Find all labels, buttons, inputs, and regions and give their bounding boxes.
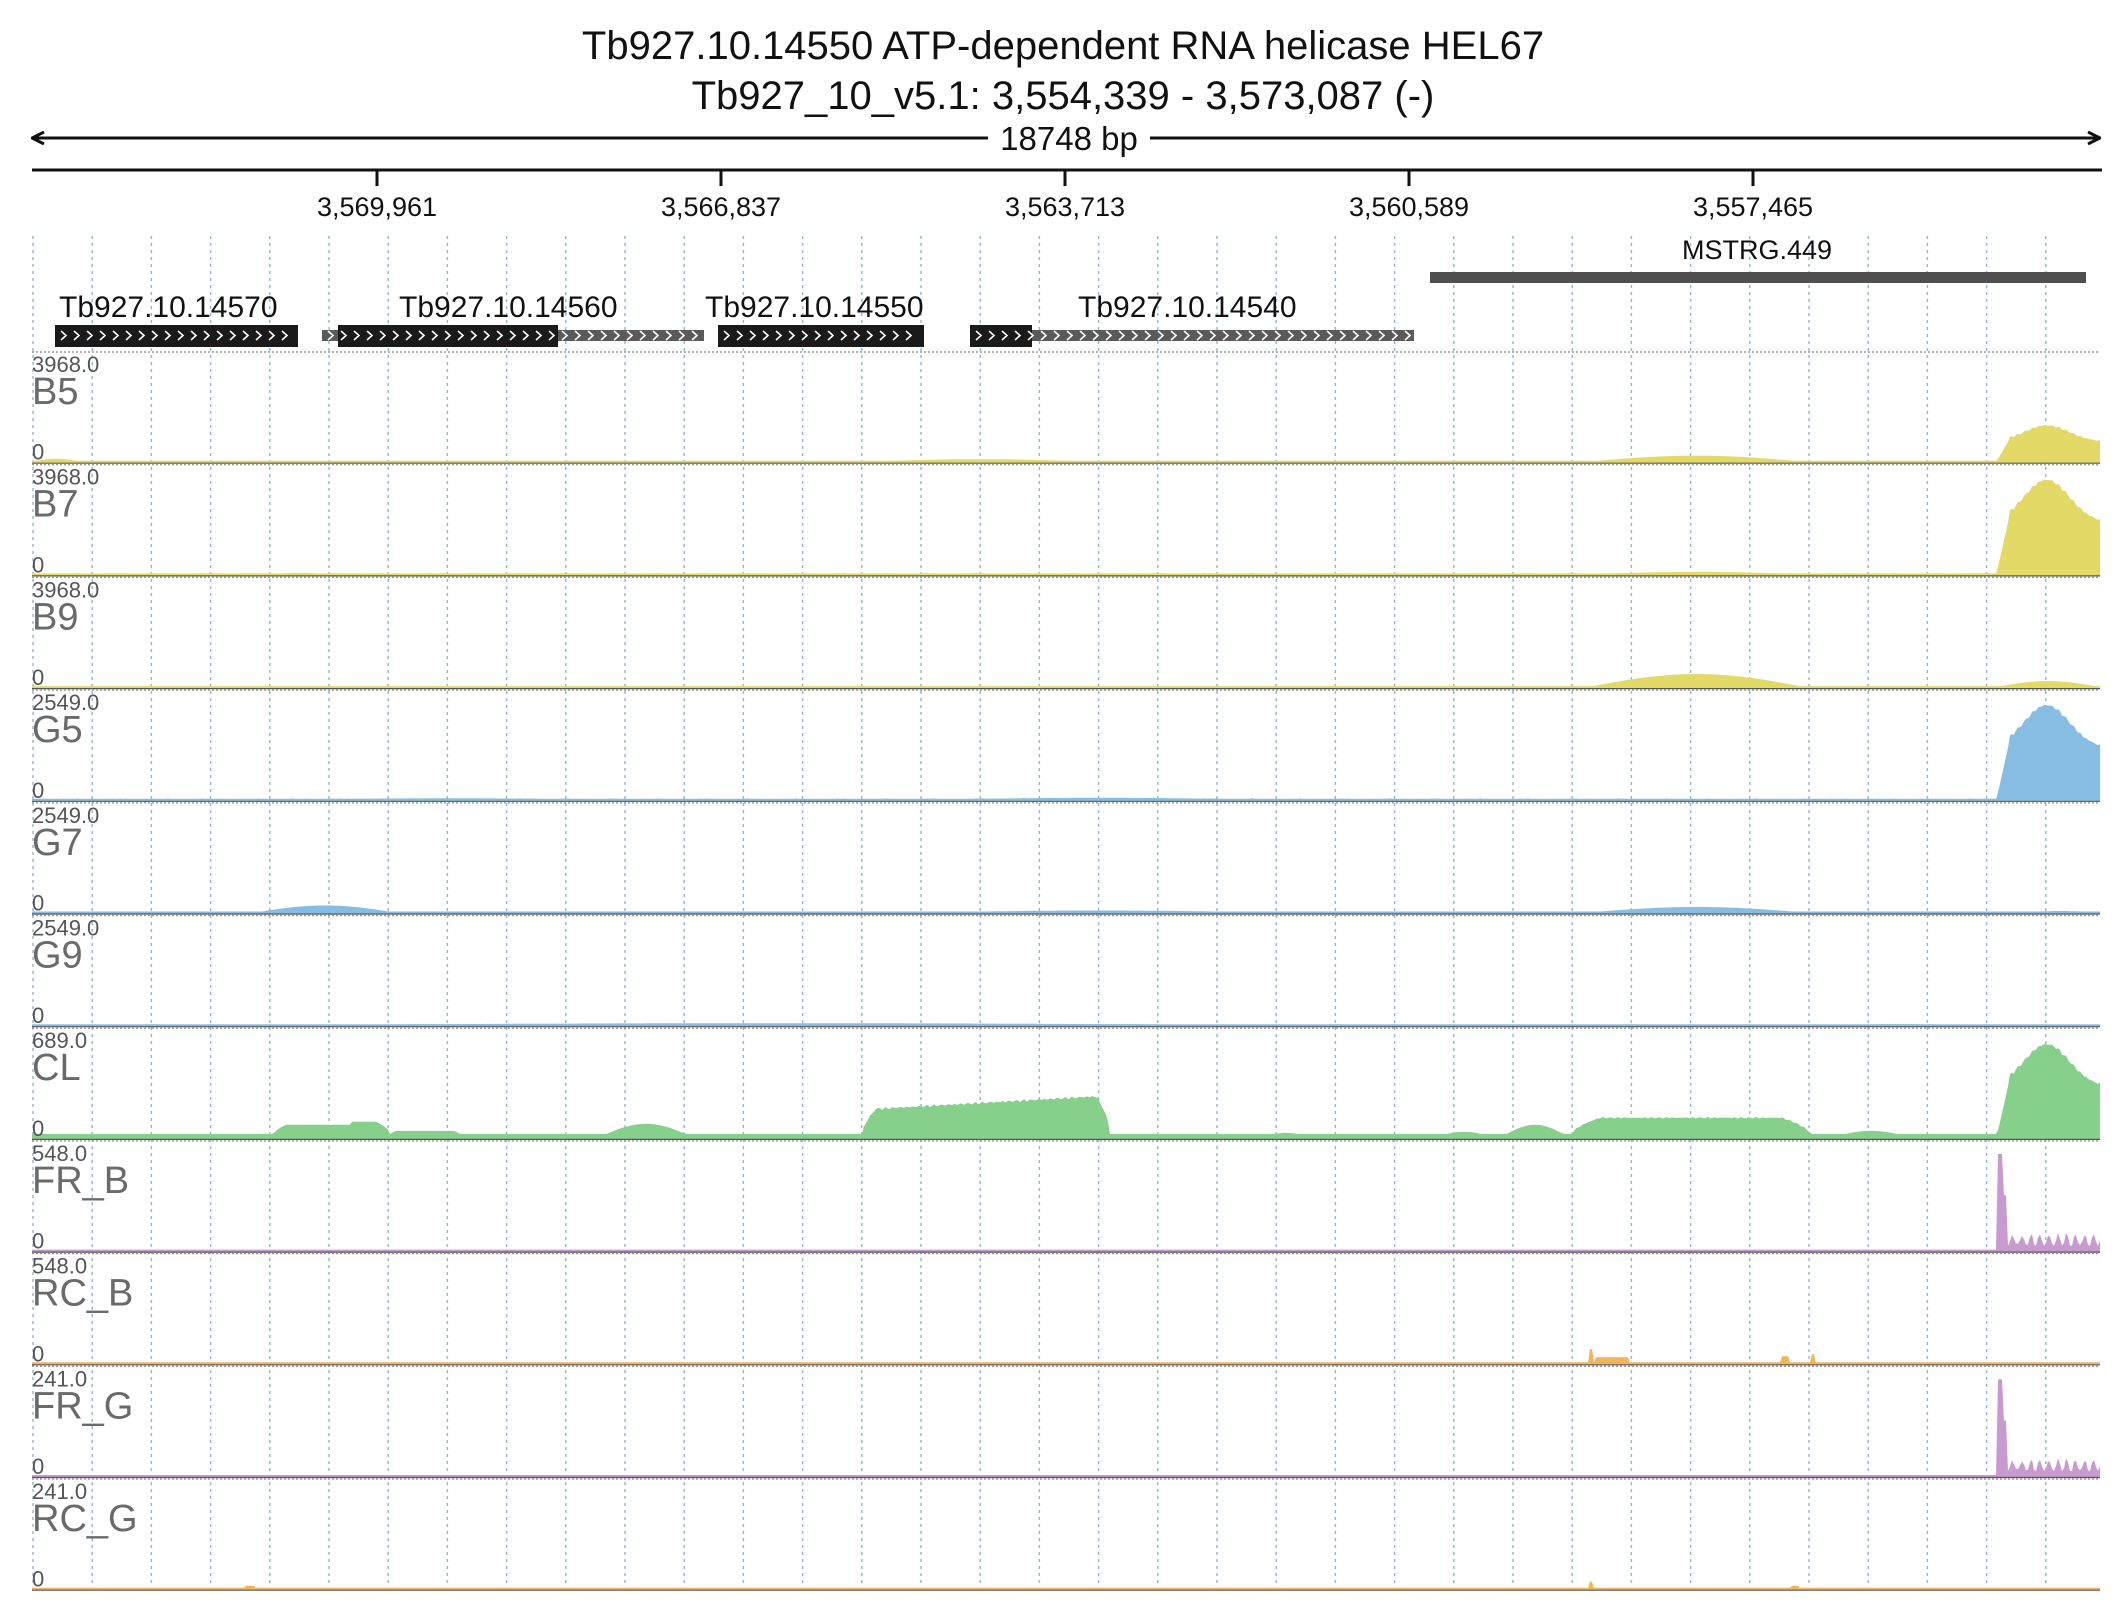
coverage-area [32, 1349, 2100, 1364]
transcript-label: MSTRG.449 [1682, 235, 1832, 265]
coverage-track: 3968.0B5 0 [32, 351, 2100, 465]
grid-lines [32, 236, 2047, 1583]
track-min-label: 0 [32, 1116, 44, 1141]
coverage-area [32, 1153, 2100, 1251]
track-min-label: 0 [32, 440, 44, 465]
gene-utr [970, 330, 1414, 341]
track-name: CL [32, 1047, 81, 1089]
track-name: FR_B [32, 1160, 129, 1202]
coverage-area [32, 1379, 2100, 1476]
track-name: G5 [32, 709, 83, 751]
track-max-label: 241.0 [32, 1366, 87, 1391]
gene-model[interactable]: Tb927.10.14560 [322, 291, 704, 347]
track-max-label: 548.0 [32, 1254, 87, 1279]
strand-chevrons [60, 330, 289, 341]
track-min-label: 0 [32, 1454, 44, 1479]
track-name: G7 [32, 822, 83, 864]
coverage-area [32, 905, 2100, 913]
gene-model[interactable]: Tb927.10.14570 [55, 291, 298, 347]
gene-exon [338, 325, 558, 347]
strand-chevrons [723, 330, 913, 341]
transcript-track: MSTRG.449 [1430, 235, 2086, 283]
track-name: B5 [32, 371, 78, 413]
span-label: 18748 bp [1000, 120, 1138, 157]
gene-exon [55, 325, 298, 347]
track-max-label: 689.0 [32, 1028, 87, 1053]
coverage-tracks: 3968.0B503968.0B703968.0B902549.0G502549… [32, 351, 2100, 1592]
gene-label: Tb927.10.14570 [59, 291, 278, 324]
track-min-label: 0 [32, 891, 44, 916]
gene-model[interactable]: Tb927.10.14540 [970, 291, 1414, 347]
coverage-track: 548.0FR_B 0 [32, 1140, 2100, 1254]
track-max-label: 3968.0 [32, 465, 99, 490]
track-max-label: 241.0 [32, 1479, 87, 1504]
track-min-label: 0 [32, 1229, 44, 1254]
gene-label: Tb927.10.14550 [705, 291, 924, 324]
gene-model[interactable]: Tb927.10.14550 [705, 291, 924, 347]
ruler-ticks: 3,569,961 3,566,837 3,563,713 3,560,589 3,55… [317, 170, 1813, 222]
coverage-track: 241.0RC_G 0 [32, 1478, 2100, 1592]
ruler-tick-label: 3,560,589 [1349, 192, 1469, 222]
track-max-label: 2549.0 [32, 916, 99, 941]
coverage-area [32, 1581, 2100, 1589]
track-min-label: 0 [32, 1003, 44, 1028]
track-name: B7 [32, 484, 78, 526]
ruler-tick-label: 3,566,837 [661, 192, 781, 222]
coverage-area [32, 705, 2100, 800]
coverage-track: 2549.0G7 0 [32, 802, 2100, 916]
ruler-tick-label: 3,569,961 [317, 192, 437, 222]
track-min-label: 0 [32, 552, 44, 577]
gene-exon [970, 325, 1032, 347]
track-min-label: 0 [32, 1567, 44, 1592]
track-name: RC_G [32, 1498, 138, 1540]
track-max-label: 548.0 [32, 1141, 87, 1166]
track-name: G9 [32, 935, 83, 977]
gene-exon [718, 325, 924, 347]
track-min-label: 0 [32, 1341, 44, 1366]
track-max-label: 2549.0 [32, 803, 99, 828]
ruler-tick-label: 3,557,465 [1693, 192, 1813, 222]
figure-title: Tb927.10.14550 ATP-dependent RNA helicas… [581, 24, 1545, 68]
coverage-track: 689.0CL 0 [32, 1027, 2100, 1141]
track-name: FR_G [32, 1385, 133, 1427]
strand-chevrons [975, 330, 1412, 341]
coverage-track: 241.0FR_G 0 [32, 1365, 2100, 1479]
coverage-area [32, 479, 2100, 575]
locus-label: Tb927_10_v5.1: 3,554,339 - 3,573,087 (-) [691, 74, 1435, 118]
coverage-track: 2549.0G9 0 [32, 914, 2100, 1028]
transcript-bar[interactable] [1430, 272, 2086, 283]
coverage-area [32, 674, 2100, 688]
gene-label: Tb927.10.14560 [399, 291, 618, 324]
coverage-area [32, 1044, 2100, 1138]
track-min-label: 0 [32, 665, 44, 690]
track-min-label: 0 [32, 778, 44, 803]
coverage-track: 3968.0B9 0 [32, 576, 2100, 690]
coverage-track: 3968.0B7 0 [32, 464, 2100, 577]
ruler-tick-label: 3,563,713 [1005, 192, 1125, 222]
track-max-label: 3968.0 [32, 352, 99, 377]
track-name: B9 [32, 596, 78, 638]
track-name: RC_B [32, 1273, 133, 1315]
coverage-track: 548.0RC_B 0 [32, 1252, 2100, 1366]
track-max-label: 2549.0 [32, 690, 99, 715]
strand-chevrons [327, 330, 699, 341]
track-max-label: 3968.0 [32, 577, 99, 602]
gene-track: Tb927.10.14570 Tb927.10.14560 Tb927.10.145… [55, 291, 1414, 347]
coverage-track: 2549.0G5 0 [32, 689, 2100, 803]
gene-label: Tb927.10.14540 [1078, 291, 1297, 324]
coverage-area [32, 425, 2100, 462]
